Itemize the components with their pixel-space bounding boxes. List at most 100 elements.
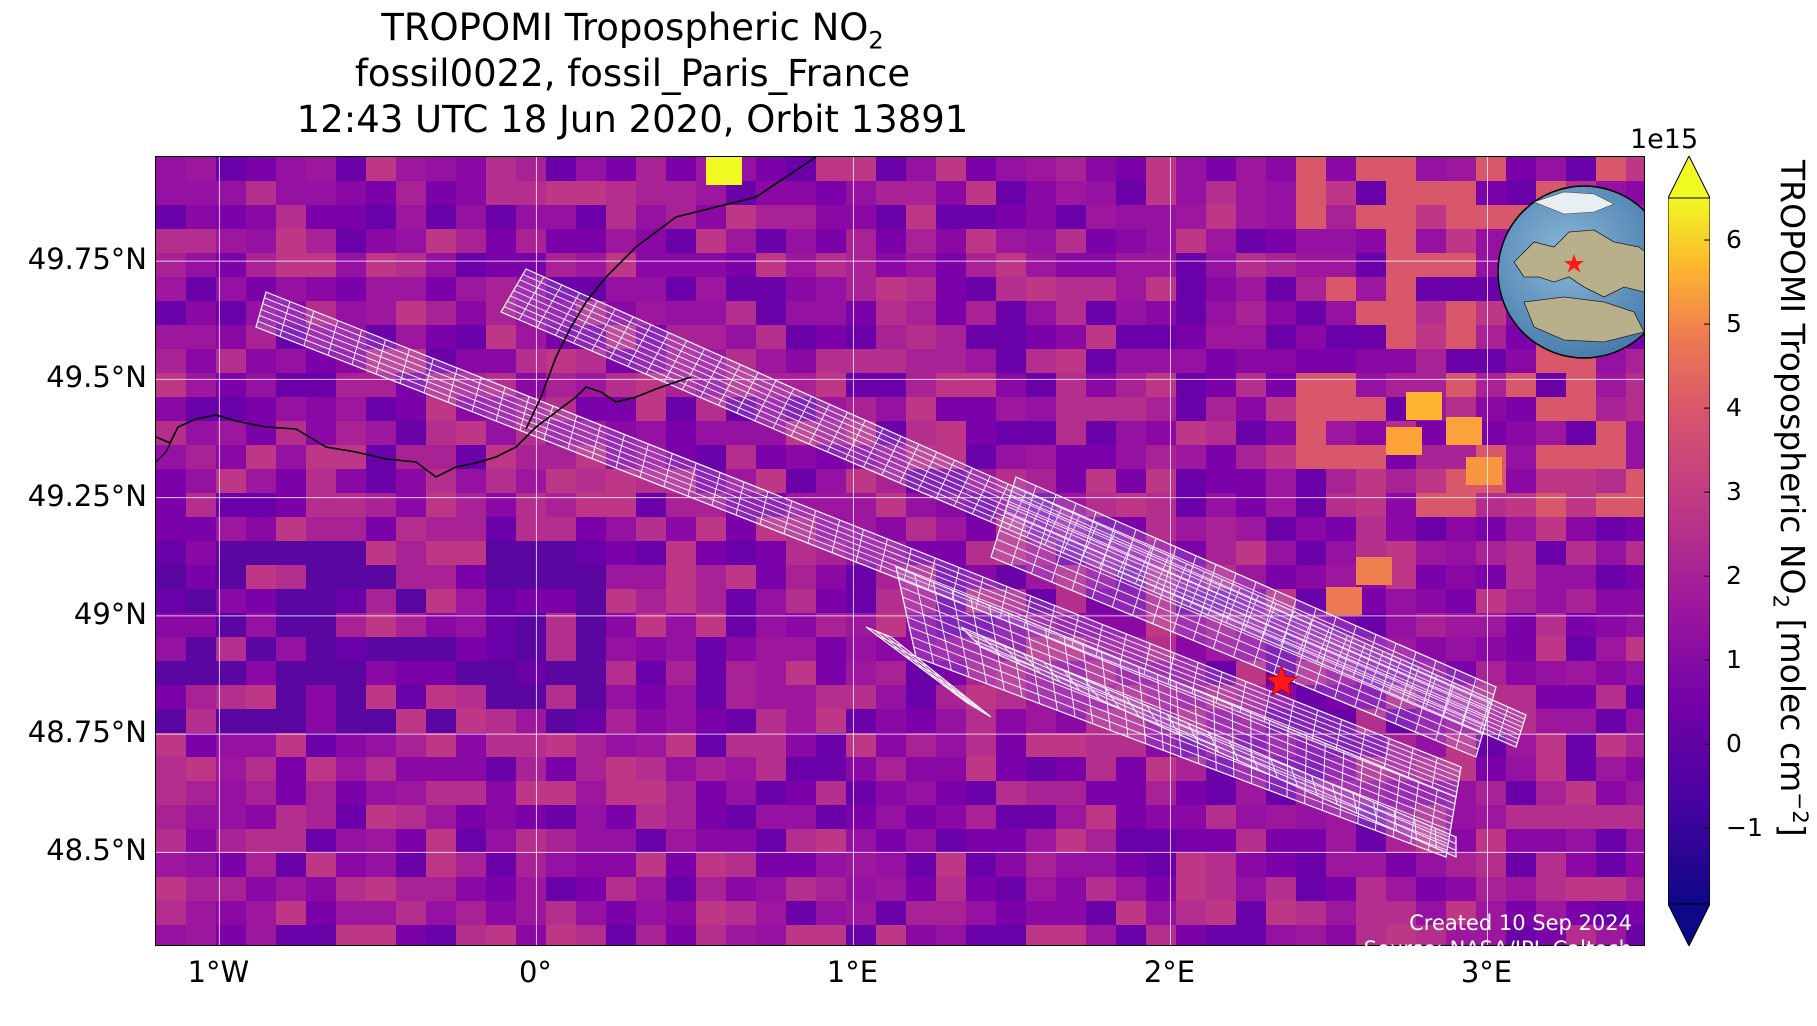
no2-pixel [1146,805,1176,829]
no2-pixel [906,925,936,945]
no2-pixel [456,253,486,277]
no2-pixel [1626,445,1644,469]
no2-pixel [396,565,426,589]
map-panel[interactable] [155,156,1645,946]
no2-pixel [576,661,606,685]
no2-pixel [1356,397,1386,421]
no2-pixel [426,829,456,853]
no2-pixel [726,781,756,805]
no2-pixel [1356,373,1386,397]
no2-pixel [336,589,366,613]
no2-pixel [1056,469,1086,493]
no2-pixel [1236,517,1266,541]
map-canvas [156,157,1644,945]
no2-pixel [1116,325,1146,349]
no2-pixel [1026,853,1056,877]
no2-pixel [516,733,546,757]
no2-pixel [756,709,786,733]
swath-line [1374,643,1397,716]
no2-pixel [486,709,516,733]
no2-pixel [216,709,246,733]
no2-pixel [726,637,756,661]
no2-pixel [1296,661,1326,685]
no2-pixel [1626,541,1644,565]
no2-pixel [1236,853,1266,877]
no2-pixel [1236,541,1266,565]
no2-pixel [1626,517,1644,541]
no2-pixel [456,685,486,709]
no2-pixel [816,205,846,229]
no2-pixel [1296,805,1326,829]
no2-pixel [636,541,666,565]
no2-pixel [696,733,726,757]
no2-hotspot [1466,457,1502,485]
swath-line [951,589,970,678]
no2-pixel [576,709,606,733]
no2-pixel [1026,277,1056,301]
no2-pixel [1416,349,1446,373]
longitude-label: 1°E [826,955,879,989]
no2-pixel [966,685,996,709]
no2-pixel [1266,901,1296,925]
no2-pixel [1386,589,1416,613]
no2-pixel [606,541,636,565]
no2-pixel [1116,469,1146,493]
no2-pixel [1476,181,1506,205]
no2-pixel [546,205,576,229]
swath-line [1250,712,1253,784]
no2-pixel [1026,589,1056,613]
no2-pixel [636,181,666,205]
no2-pixel [696,877,726,901]
cb-label-prefix: TROPOMI Tropospheric NO [1773,160,1812,595]
no2-pixel [756,733,786,757]
no2-pixel [1206,925,1236,945]
no2-pixel [1056,781,1086,805]
no2-pixel [1356,205,1386,229]
swath-line [264,297,1461,773]
swath-line [911,636,1449,845]
no2-pixel [636,757,666,781]
no2-pixel [276,733,306,757]
no2-pixel [1476,613,1506,637]
no2-pixel [456,565,486,589]
no2-pixel [906,781,936,805]
no2-pixel [486,181,516,205]
no2-pixel [606,781,636,805]
no2-pixel [1356,925,1386,945]
no2-pixel [156,181,186,205]
no2-pixel [336,253,366,277]
colorbar-tick-label: 1 [1726,645,1742,675]
no2-pixel [966,445,996,469]
no2-pixel [816,565,846,589]
no2-pixel [1356,421,1386,445]
no2-pixel [756,613,786,637]
no2-pixel [336,541,366,565]
no2-pixel [516,757,546,781]
no2-pixel [336,829,366,853]
no2-pixel [966,229,996,253]
no2-pixel [606,829,636,853]
latitude-label: 49.75°N [27,242,147,277]
no2-pixel [1386,517,1416,541]
no2-pixel [1056,421,1086,445]
no2-pixel [996,421,1026,445]
no2-pixel [1626,709,1644,733]
no2-pixel [276,589,306,613]
no2-pixel [486,901,516,925]
no2-pixel [1056,901,1086,925]
no2-pixel [1446,205,1476,229]
no2-pixel [1266,781,1296,805]
no2-pixel [1446,829,1476,853]
no2-pixel [1506,589,1536,613]
no2-pixel [696,589,726,613]
no2-pixel [1506,541,1536,565]
no2-pixel [1626,733,1644,757]
no2-pixel [1086,373,1116,397]
no2-pixel [336,181,366,205]
no2-pixel [996,781,1026,805]
no2-pixel [1566,925,1596,945]
no2-pixel [246,709,276,733]
swath-line [516,284,1523,728]
no2-pixel [156,277,186,301]
no2-pixel [366,469,396,493]
